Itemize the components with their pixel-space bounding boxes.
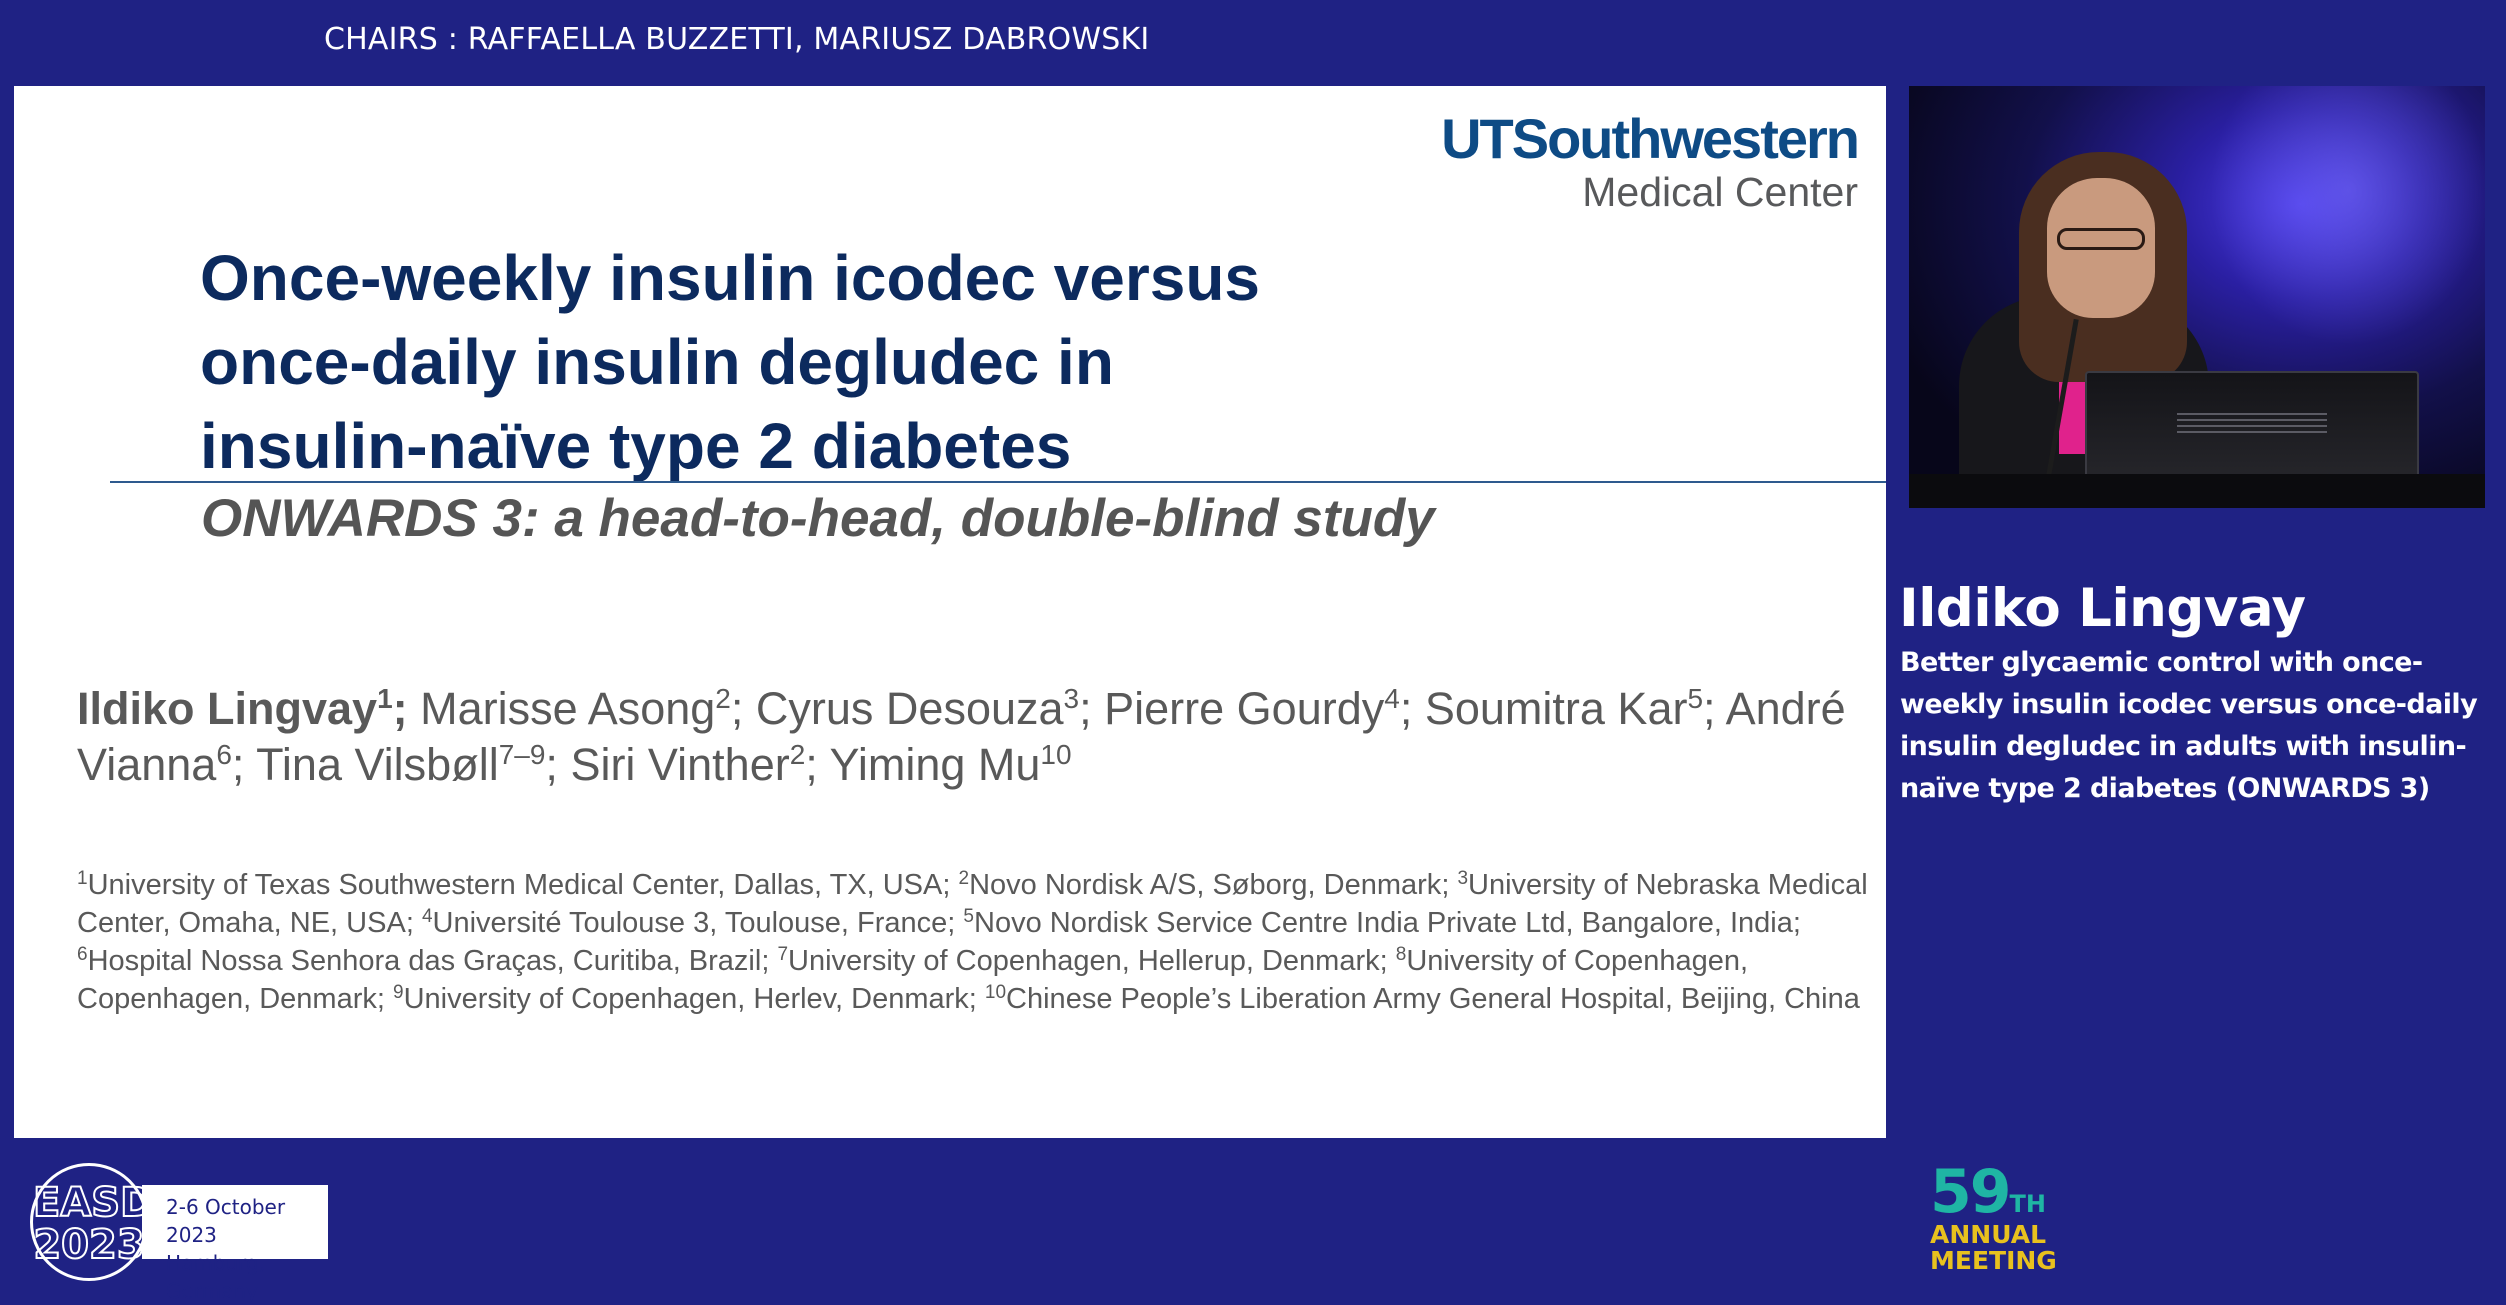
author: André Vianna6; <box>77 683 1846 790</box>
speaker-video <box>1909 86 2485 508</box>
affiliation: 4Université Toulouse 3, Toulouse, France <box>422 907 947 939</box>
author-separator: ; <box>392 683 408 734</box>
author-affiliation-number: 3 <box>1063 683 1080 714</box>
author-affiliation-number: 6 <box>216 739 232 770</box>
author-affiliation-number: 5 <box>1687 683 1704 714</box>
affiliation-text: University of Nebraska Medical Center, O… <box>77 869 1868 939</box>
affiliation: 1University of Texas Southwestern Medica… <box>77 869 942 901</box>
annual-number: 59 <box>1930 1157 2011 1227</box>
affiliation-text: Université Toulouse 3, Toulouse, France <box>432 907 948 939</box>
affiliation-number: 5 <box>963 906 974 927</box>
podium <box>1909 474 2485 508</box>
author-name: Cyrus Desouza <box>755 683 1064 734</box>
affiliation-number: 6 <box>77 944 88 965</box>
author: Tina Vilsbøll7–9; <box>256 739 558 790</box>
author-lead: Ildiko Lingvay1; <box>77 683 408 734</box>
title-divider <box>110 481 1886 483</box>
author: Pierre Gourdy4; <box>1104 683 1412 734</box>
slide-title: Once-weekly insulin icodec versus once-d… <box>200 236 1500 488</box>
slide-subtitle: ONWARDS 3: a head-to-head, double-blind … <box>201 489 1435 548</box>
speaker-name: Ildiko Lingvay <box>1899 578 2306 639</box>
author-name: Yiming Mu <box>829 739 1041 790</box>
affiliation-number: 3 <box>1457 868 1469 889</box>
affiliation-number: 10 <box>984 982 1007 1003</box>
affiliation-number: 7 <box>777 944 789 965</box>
affiliation-number: 4 <box>421 906 433 927</box>
author: Yiming Mu10 <box>830 739 1072 790</box>
easd-logo-line: 2023 <box>32 1222 145 1268</box>
author-name: Ildiko Lingvay <box>77 683 378 734</box>
author-separator: ; <box>1703 683 1716 734</box>
author-affiliation-number: 7–9 <box>498 739 546 770</box>
affiliation: 2Novo Nordisk A/S, Søborg, Denmark <box>959 869 1442 901</box>
affiliation-text: Hospital Nossa Senhora das Graças, Curit… <box>87 945 762 977</box>
author-separator: ; <box>730 683 744 734</box>
author-name: Soumitra Kar <box>1424 683 1688 734</box>
author: Cyrus Desouza3; <box>756 683 1092 734</box>
laptop <box>2085 371 2419 485</box>
affiliation-text: University of Copenhagen, Hellerup, Denm… <box>788 945 1380 977</box>
affiliation: 3University of Nebraska Medical Center, … <box>77 869 1868 939</box>
affiliation-text: University of Copenhagen, Herlev, Denmar… <box>403 983 969 1015</box>
author-name: Pierre Gourdy <box>1104 683 1385 734</box>
affiliation-text: University of Texas Southwestern Medical… <box>87 869 943 901</box>
laptop-logo <box>2177 413 2327 435</box>
affiliation-text: University of Copenhagen, Copenhagen, De… <box>77 945 1749 1015</box>
meeting-location: Hamburg, Germany <box>166 1251 266 1303</box>
talk-title: Better glycaemic control with once-weekl… <box>1900 647 2478 804</box>
author-affiliation-number: 2 <box>715 683 731 714</box>
session-chairs: CHAIRS : RAFFAELLA BUZZETTI, MARIUSZ DAB… <box>324 22 1150 57</box>
author: Soumitra Kar5; <box>1425 683 1716 734</box>
meeting-dates: 2-6 October 2023 <box>166 1195 286 1247</box>
affiliation-number: 8 <box>1395 944 1407 965</box>
author-separator: ; <box>805 739 818 790</box>
annual-line2: MEETING <box>1930 1246 2057 1275</box>
affiliation: 9University of Copenhagen, Herlev, Denma… <box>393 983 969 1015</box>
annual-suffix: TH <box>2009 1190 2046 1218</box>
affiliation-text: Chinese People’s Liberation Army General… <box>1006 983 1860 1015</box>
slide-title-line: once-daily insulin degludec in <box>200 326 1114 398</box>
affiliation: 8University of Copenhagen, Copenhagen, D… <box>77 945 1748 1015</box>
author: Siri Vinther2; <box>570 739 817 790</box>
annual-line1: ANNUAL <box>1930 1220 2047 1249</box>
presentation-slide: UTSouthwestern Medical Center Once-weekl… <box>14 86 1886 1138</box>
meeting-info-box: 2-6 October 2023 Hamburg, Germany <box>142 1185 328 1303</box>
slide-title-line: Once-weekly insulin icodec versus <box>200 242 1260 314</box>
affiliation-number: 2 <box>958 868 970 889</box>
affiliation: 6Hospital Nossa Senhora das Graças, Curi… <box>77 945 761 977</box>
author-separator: ; <box>1399 683 1413 734</box>
annual-meeting-badge: 59TH ANNUAL MEETING <box>1930 1162 2057 1274</box>
affiliation: 7University of Copenhagen, Hellerup, Den… <box>777 945 1379 977</box>
author-name: Tina Vilsbøll <box>256 739 499 790</box>
author-affiliation-number: 10 <box>1040 739 1072 770</box>
author: Marisse Asong2; <box>420 683 743 734</box>
easd-logo: EASD 2023 <box>30 1163 154 1281</box>
author-separator: ; <box>545 739 558 790</box>
stage-spotlight <box>2209 86 2485 346</box>
author-affiliation-number: 1 <box>377 683 393 714</box>
affiliation-number: 1 <box>77 868 88 889</box>
author-name: Marisse Asong <box>420 683 716 734</box>
affiliation-text: Novo Nordisk A/S, Søborg, Denmark <box>969 869 1442 901</box>
author-name: André Vianna <box>77 683 1846 790</box>
ut-southwestern-logo: UTSouthwestern Medical Center <box>1441 107 1860 215</box>
slide-title-line: insulin-naïve type 2 diabetes <box>200 410 1072 482</box>
affiliation: 5Novo Nordisk Service Centre India Priva… <box>963 907 1792 939</box>
affiliation-number: 9 <box>392 982 404 1003</box>
affiliation-text: Novo Nordisk Service Centre India Privat… <box>974 907 1793 939</box>
affiliation-list: 1University of Texas Southwestern Medica… <box>77 868 1868 1015</box>
author-affiliation-number: 2 <box>789 739 806 770</box>
glasses <box>2057 228 2145 250</box>
author-separator: ; <box>1079 683 1092 734</box>
author-list: Ildiko Lingvay1; Marisse Asong2; Cyrus D… <box>77 681 1867 793</box>
logo-main-text: UTSouthwestern <box>1441 107 1860 170</box>
author-affiliation-number: 4 <box>1384 683 1400 714</box>
affiliation: 10Chinese People’s Liberation Army Gener… <box>985 983 1860 1015</box>
easd-logo-line: EASD <box>32 1180 154 1226</box>
author-separator: ; <box>231 739 245 790</box>
easd-logo-text: EASD 2023 <box>32 1180 154 1268</box>
author-name: Siri Vinther <box>570 739 790 790</box>
logo-sub-text: Medical Center <box>1582 169 1858 215</box>
